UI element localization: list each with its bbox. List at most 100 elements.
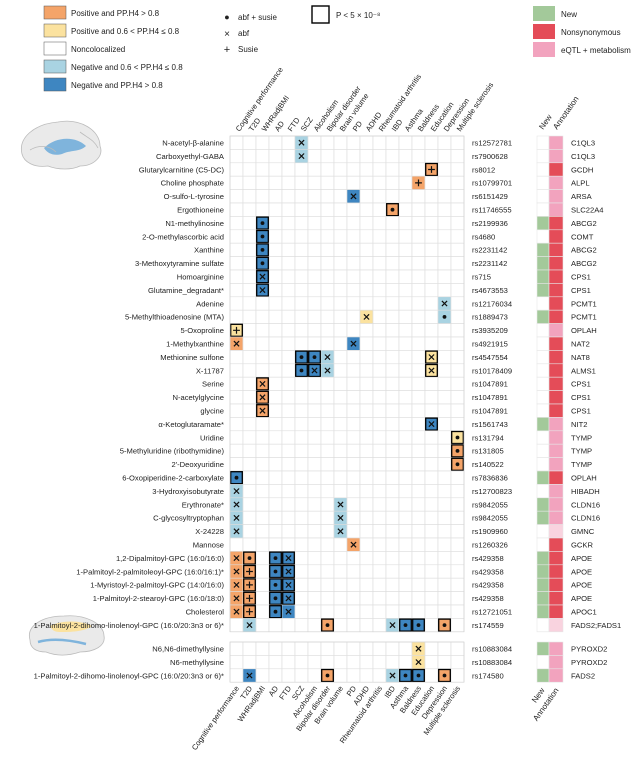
heatmap-cell bbox=[359, 135, 374, 150]
annotation-new-cell bbox=[536, 403, 550, 418]
cell-marker-x bbox=[337, 501, 344, 508]
cell-significance-box bbox=[399, 668, 412, 683]
heatmap-cell bbox=[229, 641, 244, 656]
heatmap-cell bbox=[307, 296, 322, 311]
heatmap-cell bbox=[281, 618, 296, 633]
heatmap-cell bbox=[307, 135, 322, 150]
heatmap-cell bbox=[398, 551, 413, 566]
cell-marker-plus bbox=[246, 608, 253, 616]
heatmap-cell bbox=[359, 551, 374, 566]
annotation-new-cell bbox=[536, 668, 550, 683]
metabolite-label: 1-Palmitoyl-2-palmitoleoyl-GPC (16:0/16:… bbox=[76, 567, 224, 576]
heatmap-cell bbox=[450, 336, 465, 351]
heatmap-cell bbox=[359, 470, 374, 485]
gene-label: CLDN16 bbox=[571, 500, 600, 509]
brain-icon bbox=[21, 120, 102, 170]
heatmap-cell bbox=[411, 497, 426, 512]
annotation-type-cell bbox=[548, 537, 564, 552]
gene-label: PYROXD2 bbox=[571, 645, 607, 654]
annotation-type-cell bbox=[548, 175, 564, 190]
cell-marker-x bbox=[350, 193, 357, 200]
metabolite-label: O-sulfo-L-tyrosine bbox=[164, 192, 224, 201]
gene-label: SLC22A4 bbox=[571, 206, 604, 215]
heatmap-cell bbox=[398, 484, 413, 499]
heatmap-cell bbox=[424, 497, 439, 512]
heatmap-cell bbox=[398, 202, 413, 217]
heatmap-cell bbox=[437, 390, 452, 405]
cell-marker-dot bbox=[312, 355, 317, 359]
heatmap-cell bbox=[450, 668, 465, 683]
heatmap-cell bbox=[359, 443, 374, 458]
heatmap-cell bbox=[281, 641, 296, 656]
annotation-new-cell bbox=[536, 283, 550, 298]
heatmap-cell bbox=[424, 376, 439, 391]
cell-marker-dot bbox=[416, 623, 421, 627]
heatmap-cell bbox=[333, 323, 348, 338]
heatmap-cell bbox=[450, 269, 465, 284]
heatmap-cell bbox=[281, 309, 296, 324]
snp-label: rs9842055 bbox=[472, 514, 508, 523]
heatmap-cell bbox=[320, 430, 335, 445]
heatmap-cell bbox=[229, 189, 244, 204]
heatmap-cell bbox=[372, 149, 387, 164]
heatmap-cell bbox=[294, 537, 309, 552]
heatmap-cell bbox=[372, 283, 387, 298]
heatmap-cell bbox=[424, 242, 439, 257]
heatmap-cell bbox=[372, 510, 387, 525]
heatmap-cell bbox=[320, 149, 335, 164]
cell-marker-x bbox=[311, 367, 318, 374]
cell-significance-box bbox=[282, 591, 295, 605]
gene-label: C1QL3 bbox=[571, 152, 595, 161]
heatmap-cell bbox=[242, 484, 257, 499]
heatmap-cell bbox=[268, 376, 283, 391]
cell-marker-dot bbox=[299, 355, 304, 359]
trait-label-top-scz: SCZ bbox=[299, 115, 315, 133]
heatmap-cell bbox=[307, 283, 322, 298]
heatmap-cell bbox=[398, 417, 413, 432]
heatmap-cell bbox=[424, 202, 439, 217]
legend-threshold-label: P < 5 × 10⁻⁸ bbox=[336, 11, 380, 20]
heatmap-cell bbox=[268, 162, 283, 177]
heatmap-cell bbox=[255, 202, 270, 217]
heatmap-cell bbox=[242, 641, 257, 656]
heatmap-cell bbox=[346, 135, 361, 150]
heatmap-cell bbox=[398, 175, 413, 190]
heatmap-cell bbox=[242, 309, 257, 324]
heatmap-cell bbox=[359, 229, 374, 244]
annotation-new-cell bbox=[536, 510, 550, 525]
heatmap-cell bbox=[398, 497, 413, 512]
legend-label-neg-high: Negative and PP.H4 > 0.8 bbox=[71, 81, 163, 90]
heatmap-cell bbox=[359, 577, 374, 592]
heatmap-cell bbox=[437, 229, 452, 244]
annotation-type-cell bbox=[548, 524, 564, 539]
annotation-new-cell bbox=[536, 309, 550, 324]
heatmap-cell bbox=[450, 229, 465, 244]
heatmap-cell bbox=[229, 242, 244, 257]
heatmap-cell bbox=[346, 417, 361, 432]
heatmap-cell bbox=[333, 390, 348, 405]
heatmap-cell bbox=[437, 363, 452, 378]
heatmap-cell bbox=[359, 484, 374, 499]
legend-anno-eqtl-label: eQTL + metabolism bbox=[561, 46, 631, 55]
annotation-new-cell bbox=[536, 242, 550, 257]
cell-marker-x bbox=[233, 581, 240, 588]
cell-marker-dot bbox=[273, 583, 278, 587]
heatmap-cell bbox=[411, 202, 426, 217]
annotation-new-cell bbox=[536, 591, 550, 606]
annotation-type-cell bbox=[548, 430, 564, 445]
heatmap-cell bbox=[268, 309, 283, 324]
legend-label-x: abf bbox=[238, 29, 250, 38]
heatmap-cell bbox=[411, 216, 426, 231]
heatmap-cell bbox=[320, 189, 335, 204]
heatmap-cell bbox=[424, 336, 439, 351]
heatmap-cell bbox=[411, 269, 426, 284]
heatmap-cell bbox=[281, 668, 296, 683]
heatmap-cell bbox=[307, 537, 322, 552]
heatmap-cell bbox=[346, 497, 361, 512]
heatmap-cell bbox=[242, 189, 257, 204]
cell-marker-dot bbox=[455, 449, 460, 453]
annotation-type-cell bbox=[548, 296, 564, 311]
heatmap-cell bbox=[359, 202, 374, 217]
cell-marker-x bbox=[441, 300, 448, 307]
